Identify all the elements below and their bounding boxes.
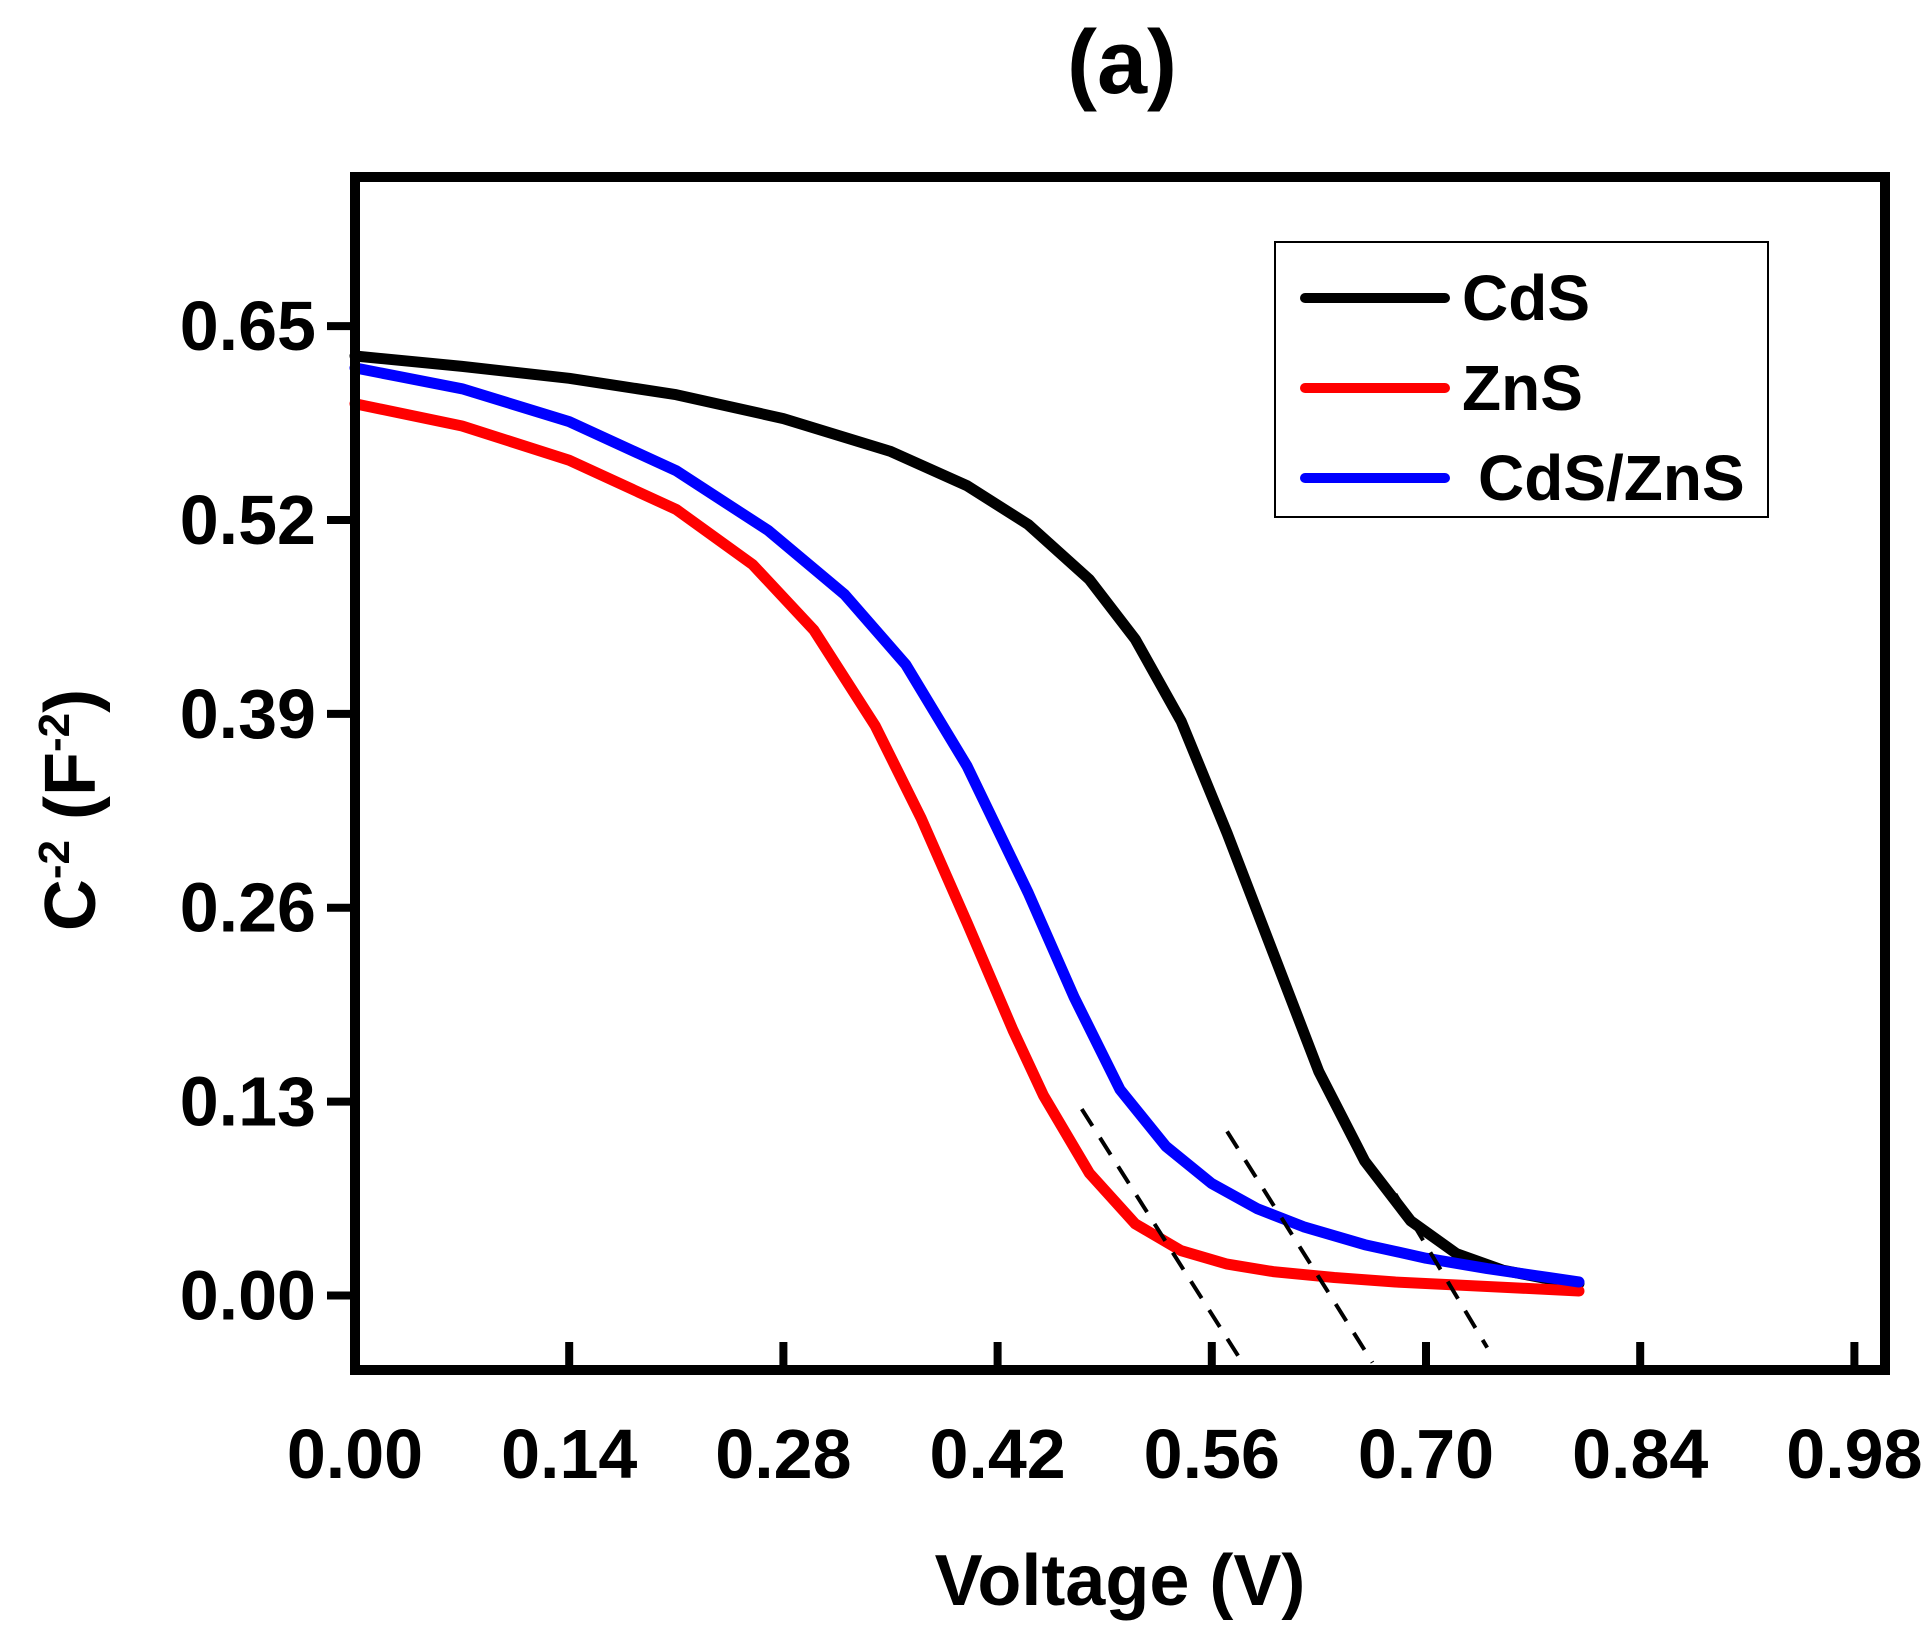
tangent-lines	[1080, 1107, 1489, 1364]
y-axis-title-unit-open: (F	[31, 752, 111, 840]
legend: CdS ZnS CdS/ZnS	[1274, 241, 1769, 518]
legend-label: ZnS	[1462, 352, 1583, 424]
x-tick-label: 0.56	[1144, 1415, 1280, 1493]
series-layer	[349, 350, 1585, 1297]
tangent-line-2	[1225, 1130, 1375, 1364]
y-axis-title-unit-close: )	[31, 689, 111, 713]
y-axis-title-base-sup: -2	[30, 840, 79, 879]
x-tick-label: 0.42	[929, 1415, 1065, 1493]
legend-label: CdS/ZnS	[1478, 442, 1745, 514]
x-tick-label: 0.14	[501, 1415, 637, 1493]
y-tick-label: 0.13	[180, 1063, 316, 1141]
y-tick-label: 0.26	[180, 869, 316, 947]
series-line-cds	[349, 350, 1585, 1289]
x-tick-label: 0.00	[287, 1415, 423, 1493]
series-line-cds-zns	[349, 362, 1585, 1288]
legend-box	[1274, 241, 1769, 518]
tangent-line-3	[1393, 1193, 1489, 1349]
series-line-zns	[349, 398, 1585, 1297]
y-axis-title: C-2 (F-2)	[30, 689, 111, 931]
x-tick-label: 0.84	[1572, 1415, 1708, 1493]
x-tick-label: 0.70	[1358, 1415, 1494, 1493]
x-tick-label: 0.28	[715, 1415, 851, 1493]
y-axis-title-unit-sup: -2	[30, 713, 79, 752]
plot-frame	[350, 172, 1890, 1375]
y-axis: 0.00 0.13 0.26 0.39 0.52 0.65	[180, 287, 355, 1334]
y-tick-label: 0.52	[180, 481, 316, 559]
y-tick-label: 0.00	[180, 1256, 316, 1334]
x-axis: 0.00 0.14 0.28 0.42 0.56 0.70 0.84 0.98	[287, 1342, 1923, 1493]
chart-title: (a)	[1067, 13, 1177, 113]
x-tick-label: 0.98	[1786, 1415, 1922, 1493]
legend-label: CdS	[1462, 262, 1590, 334]
x-axis-title: Voltage (V)	[935, 1541, 1306, 1621]
y-tick-label: 0.39	[180, 675, 316, 753]
y-tick-label: 0.65	[180, 287, 316, 365]
tangent-line-1	[1080, 1107, 1245, 1364]
y-axis-title-base: C	[31, 879, 111, 931]
